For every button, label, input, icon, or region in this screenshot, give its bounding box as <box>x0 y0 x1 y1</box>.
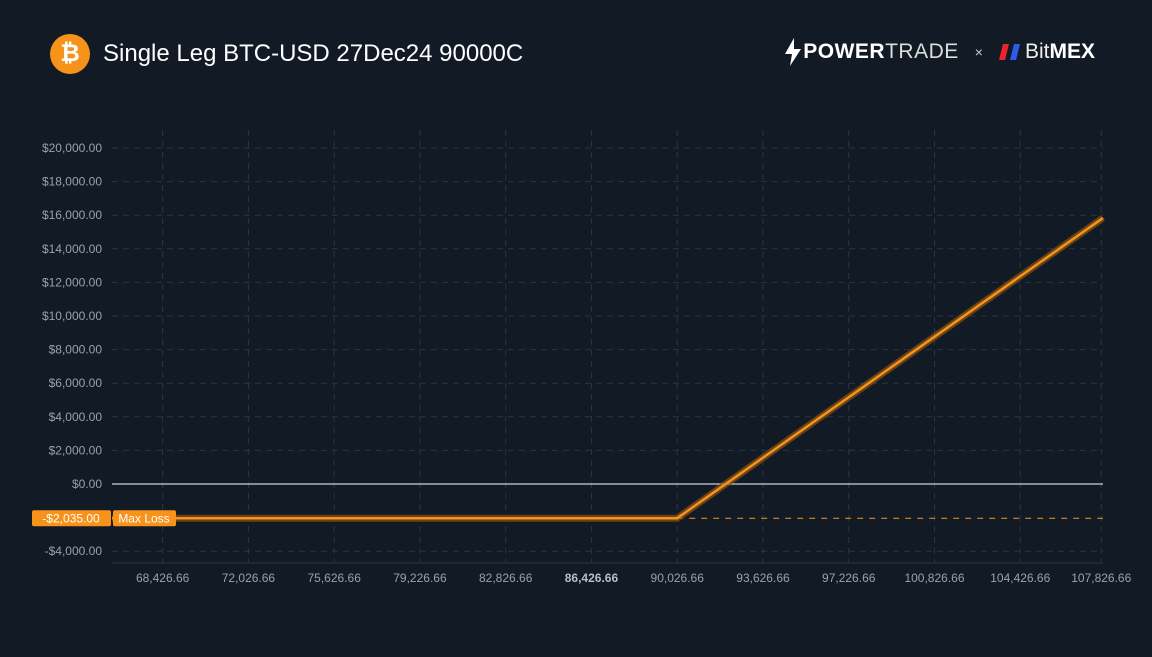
x-tick-label: 97,226.66 <box>822 571 876 585</box>
powertrade-logo-bold: POWER <box>803 40 886 63</box>
max-loss-label-badge <box>113 510 176 527</box>
bitmex-logo-light: Bit <box>1024 40 1050 63</box>
payoff-line-glow <box>112 215 1106 522</box>
y-tick-label: $4,000.00 <box>49 410 103 424</box>
y-tick-label: $8,000.00 <box>49 343 103 357</box>
y-tick-label: $2,000.00 <box>49 443 103 457</box>
y-tick-label: $18,000.00 <box>42 175 102 189</box>
y-tick-label: $0.00 <box>72 477 102 491</box>
x-tick-label: 93,626.66 <box>736 571 790 585</box>
y-tick-label: $6,000.00 <box>49 376 103 390</box>
max-loss-value: -$2,035.00 <box>42 512 100 526</box>
x-tick-label: 90,026.66 <box>651 571 705 585</box>
powertrade-logo-light: TRADE <box>885 40 959 63</box>
payoff-line <box>112 216 1104 520</box>
lightning-icon <box>785 38 802 66</box>
y-tick-label: $12,000.00 <box>42 275 102 289</box>
x-tick-label: 72,026.66 <box>222 571 276 585</box>
x-tick-label: 79,226.66 <box>393 571 447 585</box>
max-loss-label: Max Loss <box>118 512 169 526</box>
x-tick-label: 100,826.66 <box>904 571 964 585</box>
x-tick-label: 86,426.66 <box>565 571 619 585</box>
x-tick-label: 75,626.66 <box>307 571 361 585</box>
y-tick-label: $10,000.00 <box>42 309 102 323</box>
max-loss-value-badge <box>32 510 111 527</box>
y-tick-label: $20,000.00 <box>42 141 102 155</box>
x-tick-label: 107,826.66 <box>1071 571 1131 585</box>
header: ₿ Single Leg BTC-USD 27Dec24 90000C <box>50 34 523 74</box>
y-tick-label: $16,000.00 <box>42 208 102 222</box>
x-tick-label: 82,826.66 <box>479 571 533 585</box>
brand-logos: POWER TRADE × Bit MEX <box>783 38 1095 66</box>
x-tick-label: 68,426.66 <box>136 571 190 585</box>
x-tick-label: 104,426.66 <box>990 571 1050 585</box>
y-tick-label: $14,000.00 <box>42 242 102 256</box>
y-tick-label: -$4,000.00 <box>45 544 103 558</box>
page-title: Single Leg BTC-USD 27Dec24 90000C <box>103 40 524 67</box>
bitmex-logo-bold: MEX <box>1049 40 1095 63</box>
bitmex-icon <box>998 44 1020 60</box>
bitcoin-icon: ₿ <box>50 34 90 74</box>
separator: × <box>974 44 983 60</box>
